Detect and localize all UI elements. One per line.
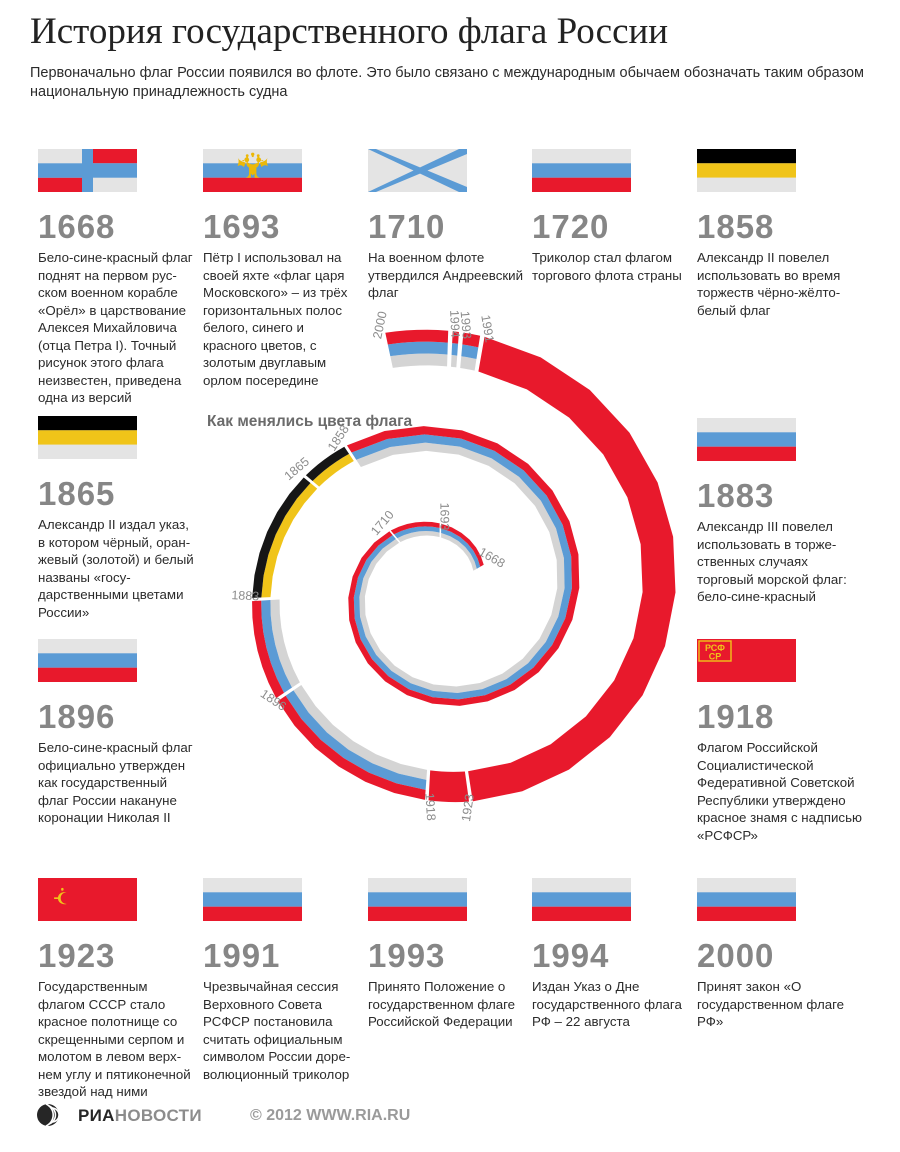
svg-text:1883: 1883: [231, 588, 260, 603]
svg-text:1918: 1918: [422, 793, 438, 822]
svg-text:1668: 1668: [476, 545, 507, 571]
svg-text:1923: 1923: [459, 793, 477, 823]
svg-text:1994: 1994: [447, 310, 462, 338]
svg-text:1693: 1693: [437, 503, 451, 531]
svg-text:1991: 1991: [478, 314, 496, 344]
